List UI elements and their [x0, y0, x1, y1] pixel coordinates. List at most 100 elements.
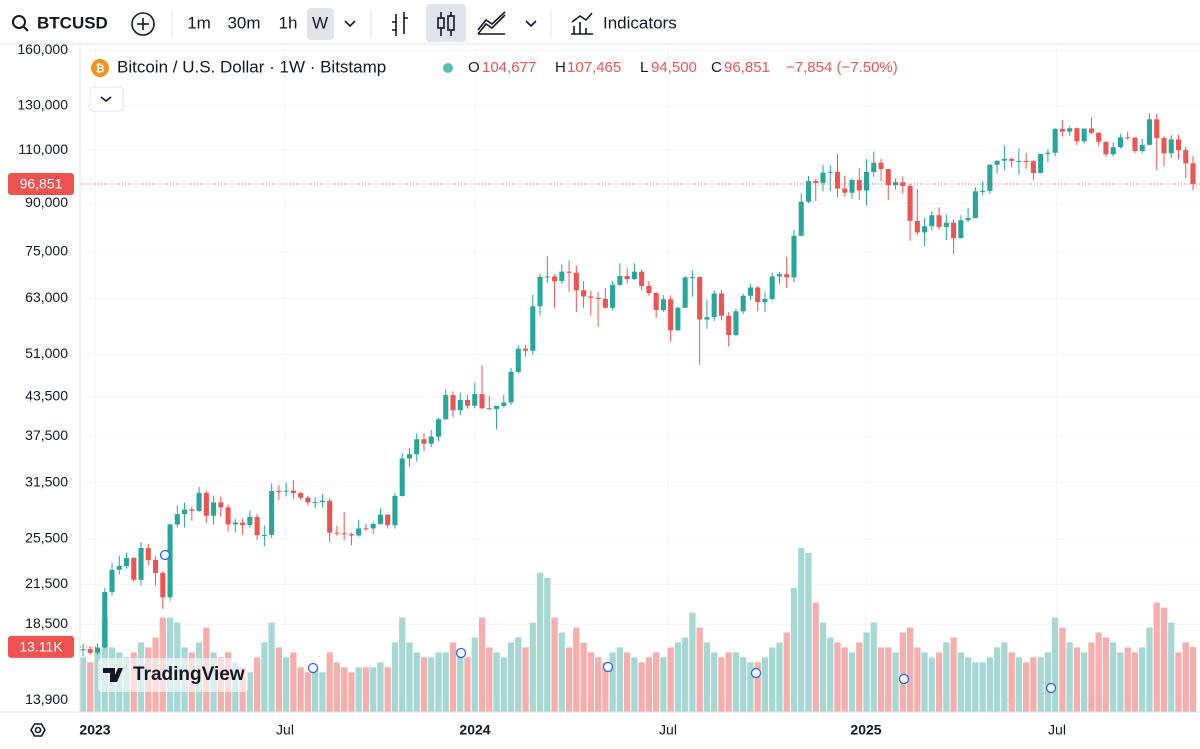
volume-bar [1066, 642, 1073, 712]
volume-bar [935, 652, 943, 712]
volume-bar [856, 642, 863, 712]
legend-value: 104,677 [482, 59, 536, 76]
volume-bar [1153, 602, 1160, 712]
candle-body [595, 297, 601, 299]
bars-icon[interactable] [392, 12, 408, 36]
volume-bar [798, 548, 805, 712]
area-icon[interactable] [477, 11, 506, 35]
volume-bar [457, 657, 464, 712]
volume-bar [261, 642, 268, 712]
search-icon[interactable] [12, 15, 29, 32]
candle-body [1146, 119, 1153, 145]
candle-body [994, 160, 1000, 165]
volume-bar [536, 572, 544, 712]
settings-icon[interactable] [30, 723, 46, 737]
volume-bar [529, 622, 536, 712]
candle-body [1190, 163, 1196, 184]
volume-bar [399, 617, 406, 712]
time-tick-label: Jul [276, 722, 294, 738]
candle-body [1059, 128, 1065, 132]
volume-bar [841, 647, 848, 712]
candle-body [726, 315, 732, 336]
volume-bar [703, 642, 711, 712]
volume-bar [1189, 646, 1197, 712]
volume-bar [950, 637, 957, 712]
interval-button[interactable]: 1m [187, 13, 211, 32]
candle-body [443, 395, 449, 420]
legend-toggle[interactable] [89, 86, 124, 112]
candle-body [1096, 132, 1102, 142]
volume-bar [558, 632, 565, 712]
volume-bar [565, 647, 573, 712]
volume-bar [1023, 662, 1030, 712]
volume-bar [1008, 652, 1015, 712]
volume-bar [899, 632, 906, 712]
candle-body [370, 523, 376, 529]
volume-bar [515, 637, 522, 712]
candle-body [94, 647, 101, 653]
volume-bar [1088, 642, 1095, 712]
candle-body [1175, 139, 1182, 151]
price-tick-label: 51,000 [25, 345, 68, 361]
volume-bar [602, 662, 609, 712]
volume-bar [1168, 622, 1175, 712]
indicators-button[interactable]: Indicators [603, 13, 677, 32]
interval-button[interactable]: 30m [227, 13, 260, 32]
event-marker[interactable] [602, 661, 614, 673]
candle-body [203, 492, 209, 516]
event-marker[interactable] [1045, 682, 1057, 694]
candle-body [856, 179, 862, 191]
event-marker[interactable] [307, 662, 319, 674]
event-marker[interactable] [159, 549, 171, 561]
event-marker[interactable] [455, 647, 467, 659]
volume-bar [885, 647, 892, 712]
chart-type-dropdown[interactable] [525, 20, 537, 28]
candle-body [559, 271, 565, 282]
candle-body [776, 274, 783, 277]
volume-bar [1117, 652, 1124, 712]
candles-icon[interactable] [437, 12, 455, 36]
candle-body [523, 348, 529, 351]
volume-bar [493, 652, 500, 712]
candle-body [464, 399, 471, 406]
candle-body [1052, 128, 1058, 153]
candle-body [472, 394, 478, 406]
candle-body [602, 298, 608, 308]
price-tick-label: 63,000 [25, 289, 68, 305]
volume-bar [623, 652, 631, 712]
volume-bar [594, 657, 602, 712]
volume-bar [964, 657, 972, 712]
add-symbol[interactable] [131, 12, 155, 36]
interval-dropdown[interactable] [344, 20, 356, 28]
volume-bar [283, 657, 290, 712]
price-tick-label: 43,500 [25, 388, 68, 404]
candle-body [849, 179, 855, 193]
candle-body [363, 528, 369, 530]
candle-body [160, 572, 166, 598]
candle-body [552, 276, 558, 282]
candle-body [646, 285, 652, 294]
interval-button[interactable]: 1h [279, 13, 298, 32]
legend-key: C [711, 59, 722, 76]
candle-body [341, 533, 347, 535]
volume-bar [790, 587, 798, 712]
candle-body [1168, 139, 1174, 154]
candle-body [784, 274, 790, 278]
volume-bar [355, 667, 362, 712]
interval-button[interactable]: W [312, 13, 328, 32]
last-volume-tag [8, 635, 74, 658]
symbol[interactable]: BTCUSD [37, 13, 108, 32]
volume-bar [507, 642, 515, 712]
candle-body [834, 171, 841, 189]
indicators-icon[interactable] [571, 12, 593, 35]
event-marker[interactable] [898, 673, 910, 685]
legend-key: O [468, 59, 480, 76]
candle-body [254, 516, 260, 536]
candle-body [1110, 147, 1116, 155]
volume-bar [943, 642, 950, 712]
candle-body [1125, 137, 1131, 139]
event-marker[interactable] [750, 667, 762, 679]
volume-bar [776, 642, 783, 712]
volume-bar [1015, 657, 1023, 712]
candle-body [1161, 138, 1167, 154]
